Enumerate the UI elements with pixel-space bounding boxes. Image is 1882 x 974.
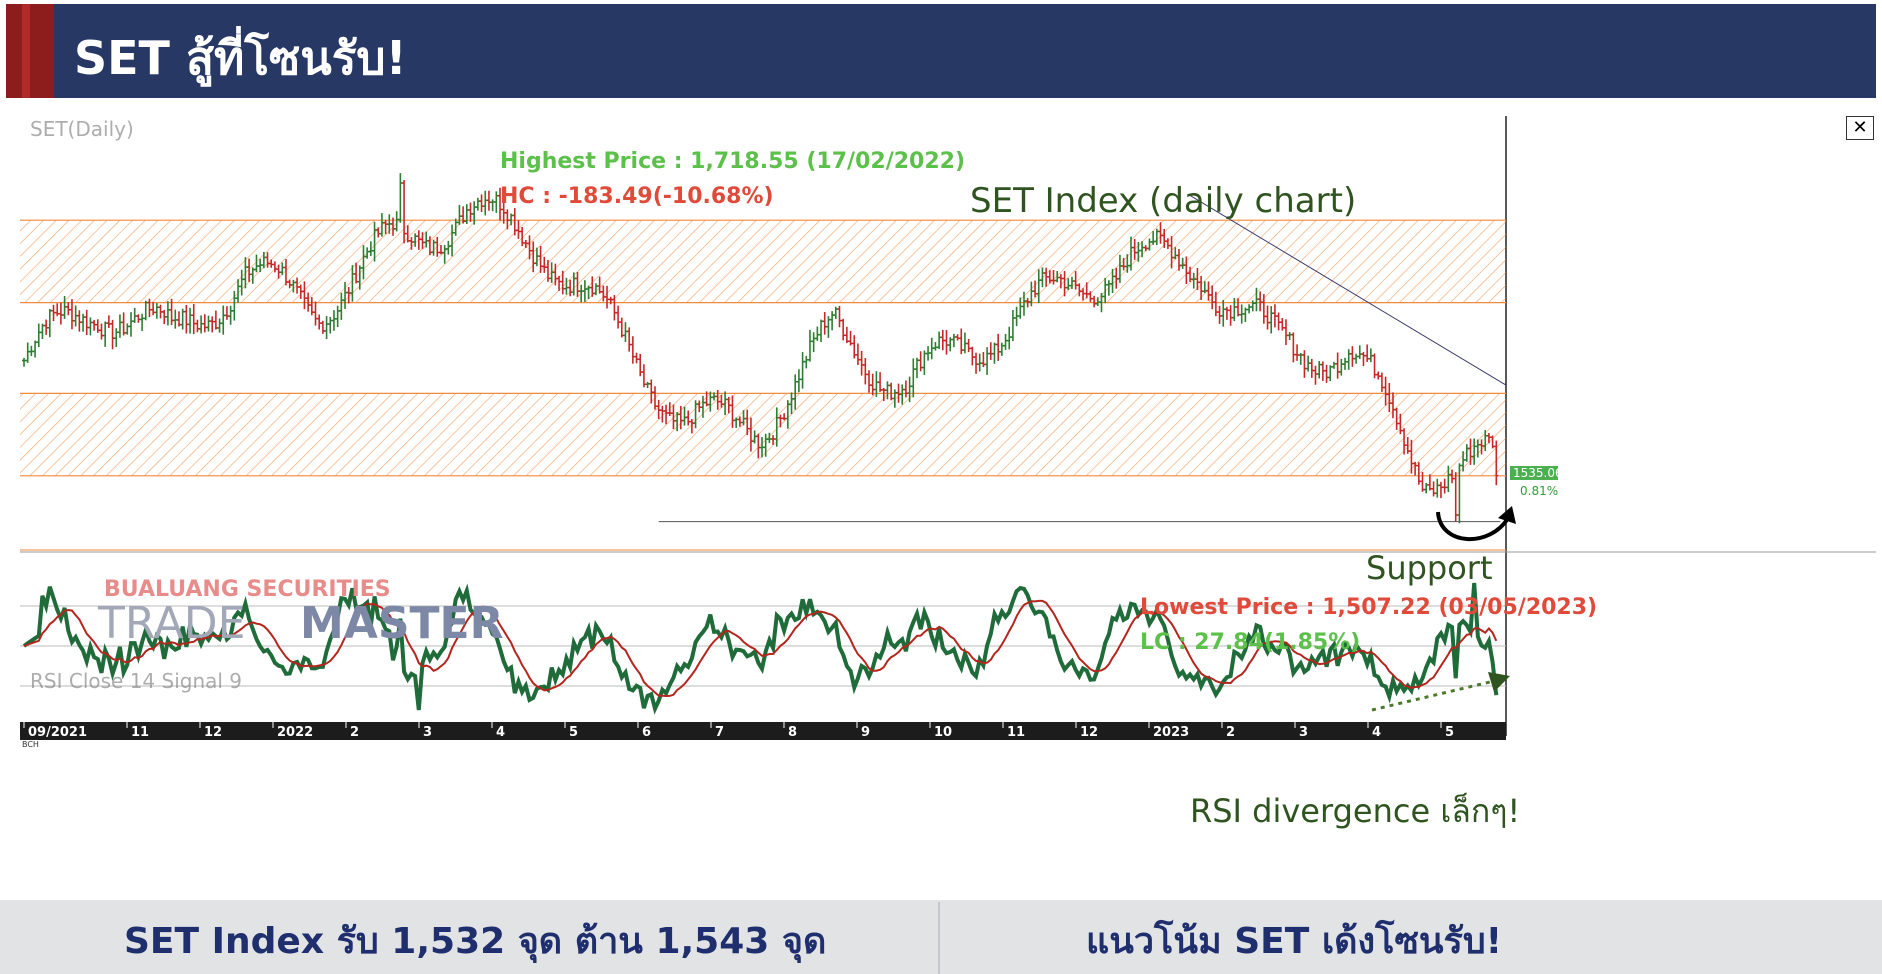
time-axis-bar	[20, 722, 1506, 740]
x-tick-label: 09/2021	[28, 725, 87, 740]
x-tick-label: 11	[131, 725, 149, 740]
x-tick-label: 10	[934, 725, 952, 740]
x-tick-label: 5	[569, 725, 578, 740]
set-daily-chart: 09/2021 11 12 2022 2 3 4 5 6 7 8 9 10 11 12 2023 2 3 4 5 SE…	[20, 116, 1876, 830]
panel-label: SET(Daily)	[30, 117, 134, 141]
hc-annotation: HC : -183.49(-10.68%)	[500, 184, 774, 209]
x-tick-label: 11	[1007, 725, 1025, 740]
x-tick-label: 3	[423, 725, 432, 740]
watermark-brand-trade: TRADE	[97, 598, 245, 649]
x-tick-label: 8	[788, 725, 797, 740]
x-tick-label: 6	[642, 725, 651, 740]
chart-title: SET Index (daily chart)	[970, 181, 1356, 221]
downtrend-line	[1189, 195, 1507, 386]
x-tick-label: 7	[715, 725, 724, 740]
highest-price-annotation: Highest Price : 1,718.55 (17/02/2022)	[500, 149, 965, 174]
slide-header: SET สู้ที่โซนรับ!	[0, 0, 1882, 100]
bounce-arrow-head	[1498, 506, 1516, 524]
x-tick-label: 4	[1372, 725, 1381, 740]
rsi-signal-line	[23, 599, 1498, 698]
last-price-tag	[1510, 466, 1558, 480]
header-accent-stripe	[22, 4, 30, 98]
x-tick-label: 2023	[1153, 725, 1189, 740]
x-tick-label: 2	[1226, 725, 1235, 740]
support-label: Support	[1366, 549, 1493, 587]
x-tick-label: 3	[1299, 725, 1308, 740]
footer-trend: แนวโน้ม SET เด้งโซนรับ!	[1086, 921, 1503, 962]
x-tick-label: 12	[204, 725, 222, 740]
rsi-line	[22, 582, 1499, 715]
bounce-arrow	[1436, 511, 1510, 542]
x-tick-label: 2	[350, 725, 359, 740]
resistance-zone	[20, 220, 1506, 303]
x-tick-label: 4	[496, 725, 505, 740]
x-tick-label: 2022	[277, 725, 313, 740]
corner-label: BCH	[22, 740, 39, 749]
rsi-divergence-annotation: RSI divergence เล็กๆ!	[1190, 792, 1520, 830]
rsi-divergence-arrowhead	[1488, 672, 1510, 692]
lc-annotation: LC : 27.84(1.85%)	[1140, 630, 1360, 655]
chart-frame: 09/2021 11 12 2022 2 3 4 5 6 7 8 9 10 11 12 2023 2 3 4 5 SE…	[20, 116, 1876, 896]
footer-support-resistance: SET Index รับ 1,532 จุด ต้าน 1,543 จุด	[124, 921, 827, 962]
x-tick-label: 12	[1080, 725, 1098, 740]
lowest-price-annotation: Lowest Price : 1,507.22 (03/05/2023)	[1140, 595, 1597, 620]
x-tick-label: 9	[861, 725, 870, 740]
slide-title: SET สู้ที่โซนรับ!	[74, 31, 407, 85]
rsi-panel-label: RSI Close 14 Signal 9	[30, 669, 242, 693]
close-icon[interactable]: ✕	[1846, 116, 1874, 140]
watermark-brand-master: MASTER	[300, 598, 503, 649]
header-bar	[6, 4, 1876, 98]
support-zone	[20, 393, 1506, 476]
last-price-label: 1535.06	[1513, 466, 1563, 480]
footer-divider	[938, 902, 940, 974]
header-accent	[6, 4, 54, 98]
footer	[0, 900, 1882, 974]
last-change-label: 0.81%	[1520, 484, 1558, 498]
watermark-brand-line1: BUALUANG SECURITIES	[104, 577, 391, 602]
rsi-divergence-line	[1371, 680, 1491, 712]
x-tick-label: 5	[1445, 725, 1454, 740]
